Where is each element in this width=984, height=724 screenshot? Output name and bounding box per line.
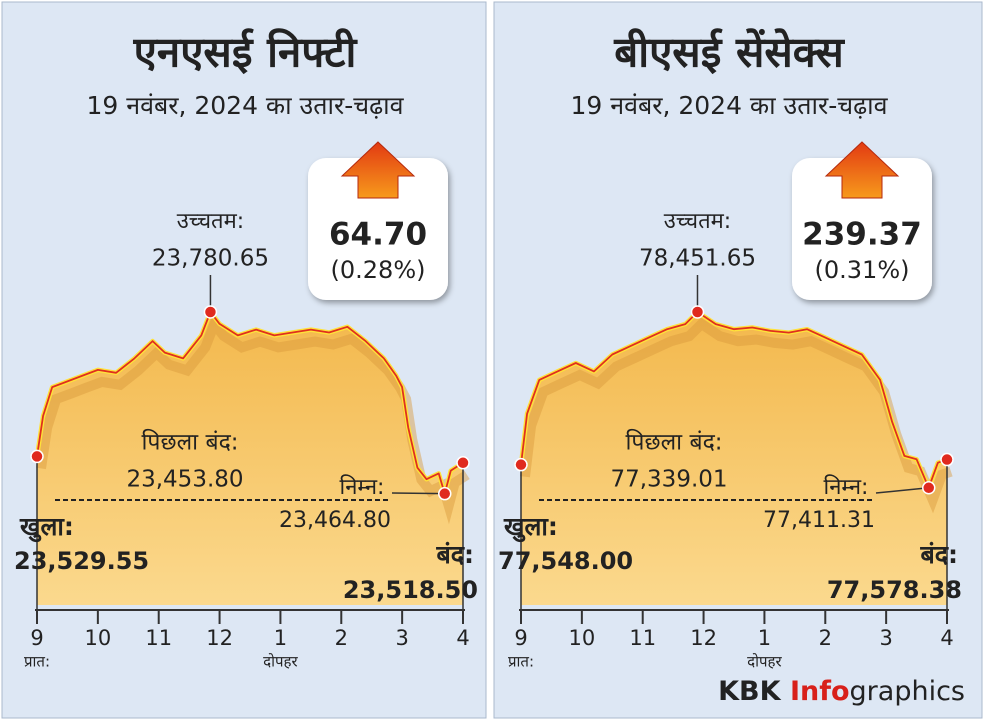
chart-title: एनएसई निफ्टी <box>133 28 359 77</box>
close-label: बंद: <box>919 540 958 569</box>
x-tick-label: 9 <box>30 626 43 650</box>
prev-close-value: 77,339.01 <box>610 467 727 493</box>
low-label: निम्न: <box>340 474 385 500</box>
up-arrow <box>824 141 900 199</box>
x-tick-label: 3 <box>395 626 408 650</box>
change-value: 64.70 <box>329 217 427 253</box>
footer-brand: KBK <box>718 676 782 707</box>
change-box <box>792 158 932 300</box>
change-value: 239.37 <box>802 217 922 253</box>
x-tick-label: 4 <box>940 626 953 650</box>
high-label: उच्चतम: <box>177 209 244 234</box>
x-tick-label: 11 <box>145 626 172 650</box>
low-point <box>437 486 452 501</box>
close-point <box>940 452 954 467</box>
high-label: उच्चतम: <box>664 209 731 234</box>
x-tick-note: प्रात: <box>508 653 534 671</box>
close-label: बंद: <box>435 540 474 569</box>
prev-close-label: पिछला बंद: <box>625 429 722 456</box>
x-tick-label: 9 <box>514 626 527 650</box>
low-value: 23,464.80 <box>279 508 391 533</box>
x-tick-note: दोपहर <box>747 653 782 671</box>
footer: KBK Infographics <box>718 676 965 707</box>
x-tick-label: 11 <box>629 626 656 650</box>
low-leader <box>875 487 929 494</box>
line <box>520 311 948 489</box>
line <box>36 311 464 495</box>
x-tick-label: 10 <box>84 626 111 650</box>
close-point <box>456 456 470 470</box>
x-tick-note: दोपहर <box>263 653 298 671</box>
area <box>37 312 463 605</box>
close-value: 77,578.38 <box>827 576 962 604</box>
open-value: 23,529.55 <box>14 547 149 575</box>
low-leader <box>391 492 445 495</box>
x-tick-label: 12 <box>206 626 233 650</box>
x-tick-label: 2 <box>819 626 832 650</box>
chart-subtitle: 19 नवंबर, 2024 का उतार-चढ़ाव <box>86 91 404 120</box>
high-point <box>690 305 705 319</box>
x-tick-label: 10 <box>568 626 595 650</box>
change-pct: (0.28%) <box>331 256 426 284</box>
high-point <box>203 305 218 319</box>
x-tick-label: 12 <box>690 626 717 650</box>
prev-close-label: पिछला बंद: <box>141 429 238 456</box>
change-box <box>308 158 448 300</box>
low-label: निम्न: <box>824 474 869 500</box>
x-tick-label: 4 <box>456 626 469 650</box>
chart-subtitle: 19 नवंबर, 2024 का उतार-चढ़ाव <box>570 91 888 120</box>
x-tick-label: 2 <box>335 626 348 650</box>
open-label: खुला: <box>503 512 558 543</box>
low-value: 77,411.31 <box>763 508 875 533</box>
change-pct: (0.31%) <box>815 256 910 284</box>
footer-rest: graphics <box>850 676 965 707</box>
area <box>521 312 947 605</box>
prev-close-value: 23,453.80 <box>126 467 243 493</box>
up-arrow <box>340 141 416 199</box>
close-value: 23,518.50 <box>343 576 478 604</box>
chart-title: बीएसई सेंसेक्स <box>613 28 845 77</box>
high-value: 78,451.65 <box>639 246 756 272</box>
open-point <box>514 457 528 472</box>
x-tick-label: 3 <box>879 626 892 650</box>
open-value: 77,548.00 <box>498 547 633 575</box>
high-value: 23,780.65 <box>152 246 269 272</box>
x-tick-label: 1 <box>758 626 771 650</box>
x-tick-note: प्रात: <box>24 653 50 671</box>
low-point <box>921 481 936 495</box>
footer-highlight: Info <box>790 676 850 707</box>
x-tick-label: 1 <box>274 626 287 650</box>
open-label: खुला: <box>19 512 74 543</box>
open-point <box>30 449 44 464</box>
